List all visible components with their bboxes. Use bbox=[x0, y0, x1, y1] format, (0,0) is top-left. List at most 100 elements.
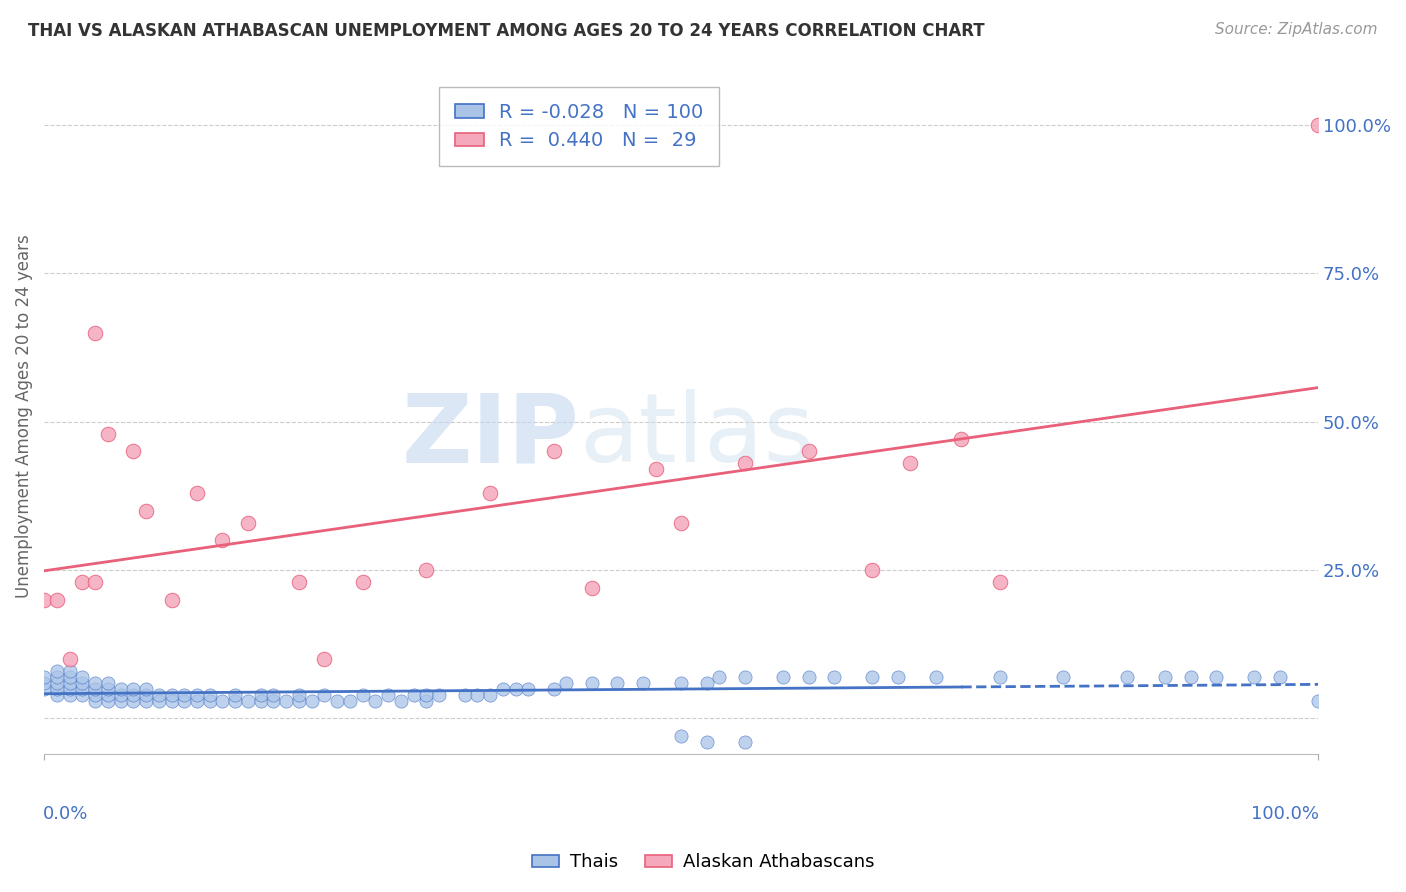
Point bbox=[211, 693, 233, 707]
Point bbox=[72, 574, 94, 589]
Point bbox=[135, 681, 157, 696]
Point bbox=[288, 688, 311, 702]
Point bbox=[886, 670, 908, 684]
Text: ZIP: ZIP bbox=[401, 390, 579, 483]
Point bbox=[211, 533, 233, 548]
Point bbox=[606, 675, 628, 690]
Point bbox=[631, 675, 654, 690]
Point bbox=[186, 688, 208, 702]
Point bbox=[72, 681, 94, 696]
Point bbox=[32, 670, 55, 684]
Point bbox=[427, 688, 450, 702]
Point bbox=[823, 670, 845, 684]
Point bbox=[160, 688, 183, 702]
Point bbox=[224, 693, 246, 707]
Legend: Thais, Alaskan Athabascans: Thais, Alaskan Athabascans bbox=[524, 847, 882, 879]
Point bbox=[148, 693, 170, 707]
Point bbox=[110, 681, 132, 696]
Point bbox=[32, 681, 55, 696]
Point bbox=[122, 681, 145, 696]
Point bbox=[122, 693, 145, 707]
Point bbox=[236, 693, 259, 707]
Point bbox=[288, 693, 311, 707]
Point bbox=[58, 675, 80, 690]
Point bbox=[402, 688, 425, 702]
Point bbox=[988, 574, 1011, 589]
Point bbox=[925, 670, 948, 684]
Point bbox=[84, 693, 107, 707]
Point bbox=[160, 693, 183, 707]
Point bbox=[97, 688, 120, 702]
Point bbox=[122, 688, 145, 702]
Point bbox=[415, 563, 437, 577]
Point bbox=[900, 456, 922, 470]
Point bbox=[135, 503, 157, 517]
Point bbox=[58, 670, 80, 684]
Point bbox=[32, 675, 55, 690]
Point bbox=[173, 693, 195, 707]
Point bbox=[97, 426, 120, 441]
Point bbox=[860, 670, 883, 684]
Point bbox=[186, 486, 208, 500]
Y-axis label: Unemployment Among Ages 20 to 24 years: Unemployment Among Ages 20 to 24 years bbox=[15, 234, 32, 598]
Point bbox=[58, 664, 80, 678]
Point bbox=[58, 681, 80, 696]
Point bbox=[97, 675, 120, 690]
Point bbox=[135, 688, 157, 702]
Point bbox=[860, 563, 883, 577]
Point bbox=[696, 735, 718, 749]
Point bbox=[415, 693, 437, 707]
Point bbox=[479, 688, 502, 702]
Point bbox=[734, 735, 756, 749]
Point bbox=[314, 652, 336, 666]
Point bbox=[352, 688, 374, 702]
Point bbox=[45, 664, 67, 678]
Point bbox=[669, 675, 692, 690]
Legend: R = -0.028   N = 100, R =  0.440   N =  29: R = -0.028 N = 100, R = 0.440 N = 29 bbox=[439, 87, 720, 166]
Point bbox=[517, 681, 540, 696]
Point bbox=[1308, 118, 1330, 132]
Point bbox=[352, 574, 374, 589]
Point bbox=[1180, 670, 1202, 684]
Point bbox=[797, 670, 820, 684]
Point bbox=[696, 675, 718, 690]
Point bbox=[45, 681, 67, 696]
Point bbox=[581, 675, 603, 690]
Point bbox=[97, 693, 120, 707]
Point bbox=[364, 693, 387, 707]
Point bbox=[709, 670, 731, 684]
Point bbox=[479, 486, 502, 500]
Point bbox=[135, 693, 157, 707]
Point bbox=[198, 693, 221, 707]
Point bbox=[1308, 693, 1330, 707]
Point bbox=[110, 693, 132, 707]
Point bbox=[377, 688, 399, 702]
Point bbox=[950, 433, 973, 447]
Point bbox=[1243, 670, 1265, 684]
Point bbox=[72, 670, 94, 684]
Point bbox=[45, 592, 67, 607]
Point bbox=[224, 688, 246, 702]
Text: Source: ZipAtlas.com: Source: ZipAtlas.com bbox=[1215, 22, 1378, 37]
Point bbox=[492, 681, 515, 696]
Point bbox=[58, 688, 80, 702]
Point bbox=[262, 693, 284, 707]
Point bbox=[84, 574, 107, 589]
Point bbox=[45, 675, 67, 690]
Point bbox=[734, 670, 756, 684]
Point bbox=[734, 456, 756, 470]
Point bbox=[669, 516, 692, 530]
Point bbox=[453, 688, 475, 702]
Point bbox=[110, 688, 132, 702]
Point bbox=[389, 693, 412, 707]
Point bbox=[1052, 670, 1074, 684]
Point bbox=[988, 670, 1011, 684]
Point bbox=[72, 688, 94, 702]
Point bbox=[465, 688, 488, 702]
Point bbox=[1116, 670, 1139, 684]
Point bbox=[581, 581, 603, 595]
Point bbox=[505, 681, 527, 696]
Point bbox=[186, 693, 208, 707]
Point bbox=[644, 462, 666, 476]
Point bbox=[84, 326, 107, 340]
